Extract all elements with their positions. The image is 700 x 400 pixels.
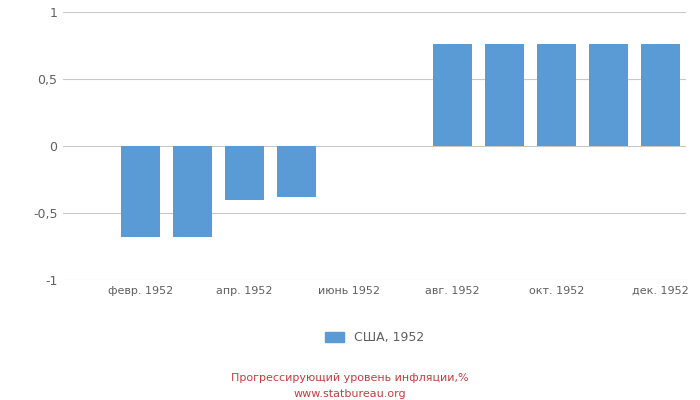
Legend: США, 1952: США, 1952 (320, 326, 429, 350)
Text: www.statbureau.org: www.statbureau.org (294, 389, 406, 399)
Bar (433, 44, 472, 146)
Bar (589, 44, 628, 146)
Text: Прогрессирующий уровень инфляции,%: Прогрессирующий уровень инфляции,% (231, 373, 469, 383)
Bar (640, 44, 680, 146)
Bar (174, 146, 212, 237)
Bar (121, 146, 160, 237)
Bar (225, 146, 264, 200)
Bar (277, 146, 316, 197)
Bar (485, 44, 524, 146)
Bar (537, 44, 575, 146)
